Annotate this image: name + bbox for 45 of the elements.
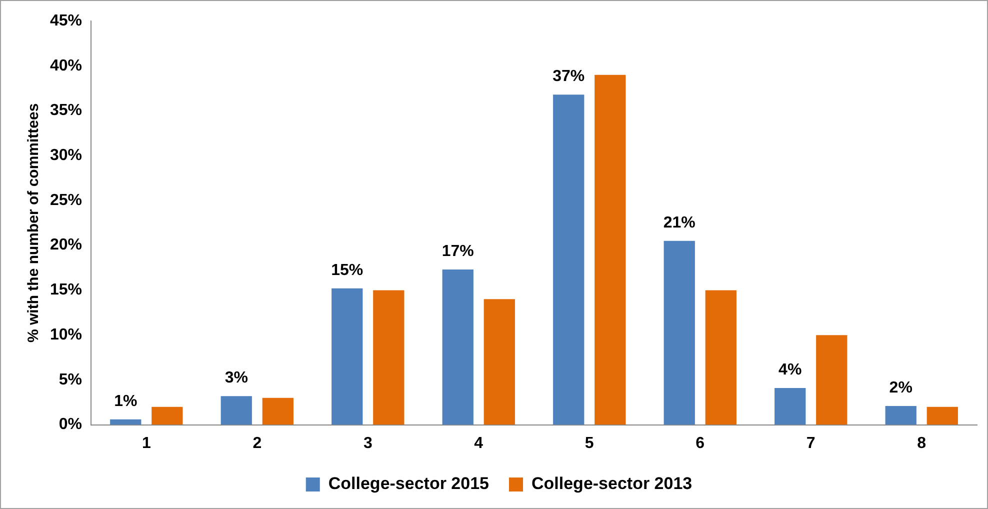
y-tick-label: 35% <box>50 102 82 120</box>
y-tick-label: 30% <box>50 147 82 164</box>
bar <box>262 398 294 425</box>
legend-label: College-sector 2015 <box>328 474 490 494</box>
data-label: 15% <box>331 262 364 279</box>
y-tick-label: 25% <box>50 192 82 209</box>
legend-label: College-sector 2013 <box>532 474 692 494</box>
y-axis-title: % with the number of committees <box>25 103 42 342</box>
bar <box>774 388 806 425</box>
bar <box>705 290 736 425</box>
x-tick-label: 8 <box>917 434 926 452</box>
data-label: 37% <box>552 68 585 85</box>
bar <box>594 74 626 425</box>
x-tick-label: 1 <box>142 434 151 452</box>
data-label: 3% <box>224 369 248 386</box>
bar <box>484 299 515 425</box>
data-label: 2% <box>889 379 912 396</box>
y-tick-label: 45% <box>50 12 82 30</box>
bar <box>553 94 584 425</box>
data-label: 17% <box>442 242 474 260</box>
bar <box>816 335 848 425</box>
bar <box>885 406 916 425</box>
bar <box>220 396 252 425</box>
x-tick-label: 7 <box>806 434 816 452</box>
y-tick-label: 20% <box>50 236 82 254</box>
y-tick-label: 0% <box>58 416 82 434</box>
y-tick-label: 5% <box>58 371 82 388</box>
x-tick-label: 4 <box>474 434 484 452</box>
y-tick-label: 10% <box>50 326 82 344</box>
bar <box>664 240 695 425</box>
bar <box>152 406 183 425</box>
x-tick-label: 5 <box>584 434 594 452</box>
data-label: 1% <box>114 392 138 410</box>
bar <box>926 406 958 425</box>
x-tick-label: 6 <box>696 434 705 452</box>
bar <box>442 270 474 425</box>
bar <box>110 419 142 425</box>
data-label: 4% <box>778 361 802 378</box>
bar <box>332 288 363 425</box>
data-label: 21% <box>663 214 696 232</box>
y-tick-label: 15% <box>50 282 82 299</box>
x-tick-label: 2 <box>252 434 262 452</box>
x-tick-label: 3 <box>363 434 372 452</box>
y-tick-label: 40% <box>50 57 82 74</box>
bar <box>373 290 404 425</box>
